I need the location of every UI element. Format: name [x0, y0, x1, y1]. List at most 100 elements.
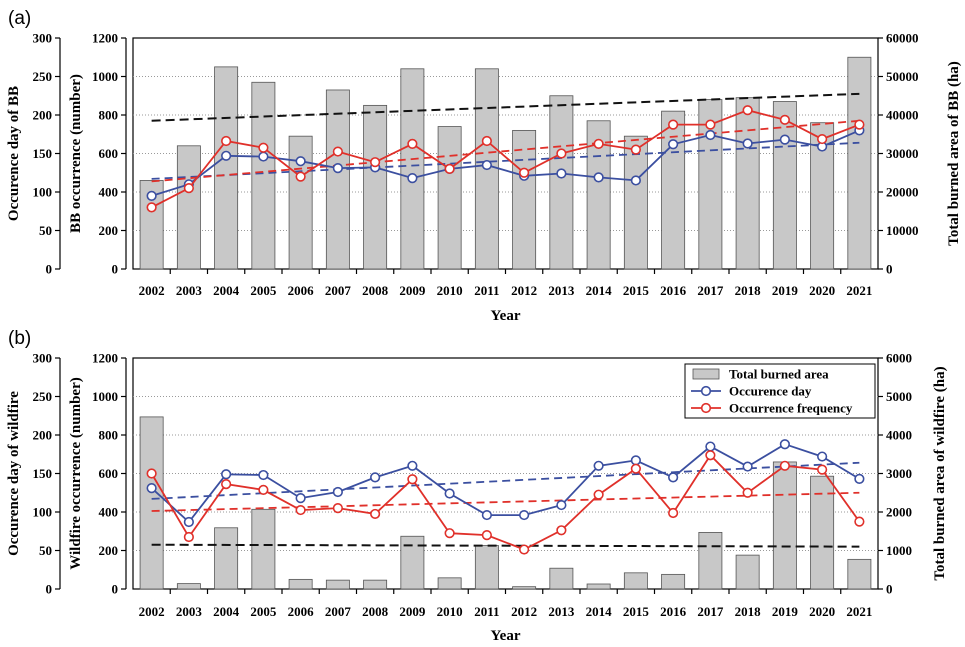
tick-label: 100	[33, 185, 53, 200]
data-point	[668, 119, 679, 130]
day-axis: 0 50 100 150 200 250 300 Occurence day of wildf…	[6, 351, 61, 597]
x-axis-title: Year	[491, 628, 521, 644]
data-point	[221, 135, 232, 147]
tick-label: 400	[99, 185, 119, 200]
year-label: 2019	[772, 604, 799, 619]
bar	[363, 104, 388, 270]
bar	[437, 126, 462, 270]
year-label: 2020	[809, 604, 835, 619]
tick-label: 5000	[886, 389, 912, 404]
occurrence-frequency-series	[146, 450, 865, 555]
count-trend-line	[151, 119, 860, 183]
year-label: 2014	[586, 604, 613, 619]
count-axis: 0 200 400 600 800 1000 1200 Wildfire occurrence…	[68, 351, 127, 597]
data-point	[444, 163, 455, 174]
tick-label: 60000	[886, 31, 919, 46]
year-label: 2004	[213, 283, 240, 298]
legend: Total burned area Occurence day Occurrence…	[684, 363, 876, 419]
occurrence-day-series	[146, 439, 865, 528]
area-axis: 0 10000 20000 30000 40000 50000 60000 Total bur…	[878, 31, 962, 277]
tick-label: 150	[33, 146, 53, 161]
year-label: 2021	[846, 283, 872, 298]
year-label: 2005	[250, 604, 277, 619]
legend-swatch-marker	[700, 385, 712, 397]
bar	[586, 583, 611, 590]
data-point	[668, 472, 679, 483]
day-axis-title: Occurence day of BB	[6, 86, 22, 221]
year-label: 2017	[697, 604, 724, 619]
tick-label: 800	[99, 428, 119, 443]
bar	[437, 577, 462, 590]
data-point	[742, 105, 753, 116]
panel-a: (a) 0 50 100 150 200 250 300 Occurence day of BB…	[6, 8, 962, 324]
bar	[661, 573, 686, 590]
data-point	[593, 138, 604, 149]
data-point	[593, 489, 604, 500]
year-label: 2002	[139, 604, 165, 619]
tick-label: 300	[33, 351, 53, 366]
data-point	[407, 173, 418, 184]
data-point	[444, 488, 455, 499]
tick-label: 300	[33, 31, 53, 46]
burned-area-bars	[139, 416, 872, 590]
bar	[251, 81, 276, 270]
data-point	[593, 460, 604, 471]
tick-label: 200	[99, 543, 119, 558]
data-point	[630, 463, 641, 474]
data-point	[705, 441, 716, 452]
data-point	[630, 455, 641, 466]
data-point	[705, 450, 716, 461]
area-axis-title: Total burned area of wildfire (ha)	[932, 366, 948, 580]
gridlines	[133, 76, 878, 231]
data-point	[407, 138, 418, 149]
data-point	[481, 159, 492, 171]
tick-label: 1000	[92, 389, 118, 404]
bar	[325, 89, 350, 270]
bar	[772, 101, 797, 270]
legend-label: Occurence day	[729, 384, 812, 399]
data-point	[668, 139, 679, 150]
bar	[214, 527, 239, 590]
bar	[400, 535, 425, 590]
year-label: 2009	[399, 604, 426, 619]
year-label: 2003	[176, 604, 203, 619]
tick-label: 800	[99, 108, 119, 123]
data-point	[854, 473, 865, 484]
year-label: 2021	[846, 604, 872, 619]
data-point	[370, 472, 381, 483]
data-point	[295, 156, 306, 167]
tick-label: 250	[33, 69, 53, 84]
bar	[623, 572, 648, 590]
panel-label: (a)	[8, 8, 31, 29]
count-axis-title: Wildfire occurrence (number)	[68, 377, 84, 569]
data-point	[779, 460, 790, 471]
count-axis: 0 200 400 600 800 1000 1200 BB occurrence (numb…	[68, 31, 127, 277]
tick-label: 20000	[886, 185, 919, 200]
bar	[288, 135, 313, 270]
data-point	[519, 544, 530, 555]
tick-label: 200	[33, 108, 53, 123]
data-point	[258, 142, 269, 153]
data-point	[556, 148, 567, 159]
data-point	[630, 175, 641, 186]
year-label: 2013	[548, 283, 575, 298]
bar	[176, 145, 201, 270]
data-point	[481, 529, 492, 541]
data-point	[444, 528, 455, 539]
tick-label: 200	[33, 428, 53, 443]
data-point	[407, 474, 418, 485]
series-line	[151, 129, 860, 197]
black-trend-line	[151, 92, 860, 122]
bar	[847, 558, 872, 590]
data-point	[146, 483, 157, 494]
tick-label: 200	[99, 223, 119, 238]
series-line	[150, 443, 860, 524]
tick-label: 0	[886, 582, 893, 597]
data-point	[556, 525, 567, 536]
data-point	[817, 133, 828, 145]
data-point	[779, 114, 790, 125]
data-point	[705, 119, 716, 130]
tick-label: 0	[46, 582, 53, 597]
data-point	[332, 486, 343, 498]
bar	[810, 475, 835, 590]
